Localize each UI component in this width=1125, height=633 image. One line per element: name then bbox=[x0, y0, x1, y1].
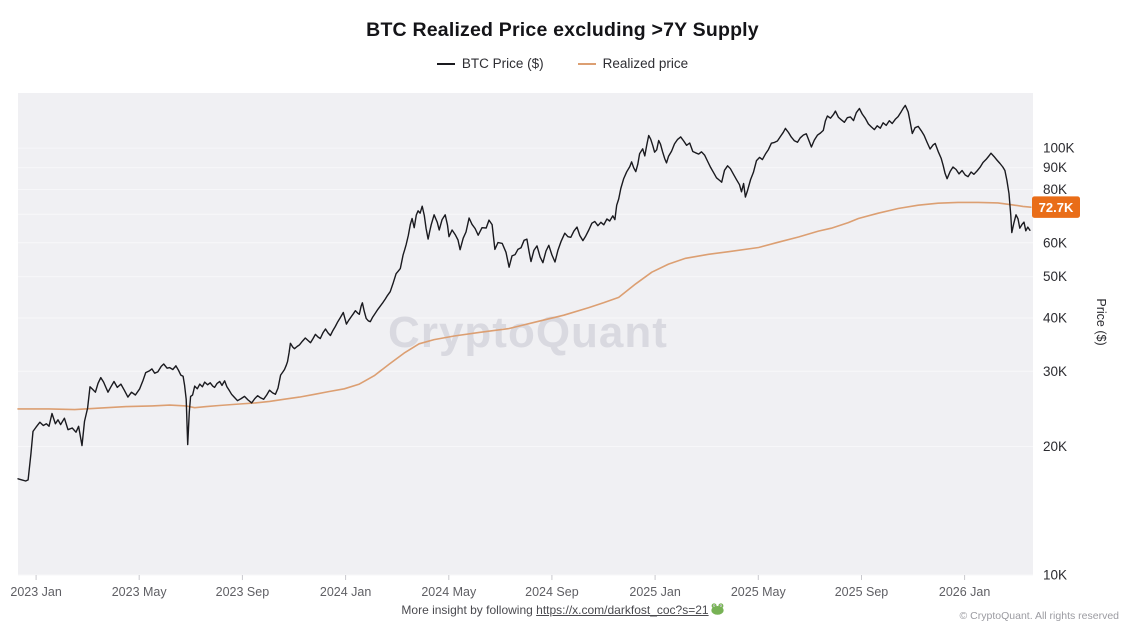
x-tick-label: 2024 Sep bbox=[525, 585, 579, 599]
y-tick-label: 90K bbox=[1043, 160, 1067, 175]
realized-line-swatch-icon bbox=[577, 62, 596, 65]
chart-panel bbox=[18, 93, 1033, 575]
y-tick-label: 10K bbox=[1043, 568, 1067, 583]
y-tick-label: 60K bbox=[1043, 235, 1067, 250]
btc-price-line bbox=[17, 104, 1031, 482]
y-tick-label: 20K bbox=[1043, 439, 1067, 454]
y-tick-label: 80K bbox=[1043, 182, 1067, 197]
x-tick-label: 2026 Jan bbox=[939, 585, 990, 599]
x-tick-label: 2023 Sep bbox=[216, 585, 270, 599]
x-tick-label: 2025 Jan bbox=[629, 585, 680, 599]
y-tick-label: 100K bbox=[1043, 141, 1075, 156]
footer-text: More insight by following bbox=[401, 603, 537, 617]
btc-line-swatch-icon bbox=[436, 62, 455, 65]
legend: BTC Price ($) Realized price bbox=[0, 56, 1125, 71]
copyright-text: © CryptoQuant. All rights reserved bbox=[959, 610, 1119, 622]
y-tick-label: 40K bbox=[1043, 311, 1067, 326]
legend-label-btc-price: BTC Price ($) bbox=[461, 56, 544, 71]
x-tick-label: 2023 May bbox=[112, 585, 168, 599]
frog-emoji-icon bbox=[710, 603, 724, 618]
y-tick-label: 30K bbox=[1043, 364, 1067, 379]
footer-link[interactable]: https://x.com/darkfost_coc?s=21 bbox=[536, 603, 709, 617]
y-tick-label: 50K bbox=[1043, 269, 1067, 284]
x-tick-label: 2024 Jan bbox=[320, 585, 371, 599]
realized-price-line bbox=[17, 201, 1032, 411]
x-tick-label: 2025 Sep bbox=[835, 585, 889, 599]
legend-item-btc-price: BTC Price ($) bbox=[436, 56, 544, 71]
legend-item-realized-price: Realized price bbox=[577, 56, 689, 71]
page-title: BTC Realized Price excluding >7Y Supply bbox=[366, 19, 759, 41]
latest-value-badge-label: 72.7K bbox=[1039, 200, 1074, 215]
x-tick-label: 2024 May bbox=[421, 585, 477, 599]
x-tick-label: 2023 Jan bbox=[10, 585, 61, 599]
legend-label-realized-price: Realized price bbox=[602, 56, 689, 71]
watermark-text: CryptoQuant bbox=[388, 308, 668, 357]
footer-note: More insight by following https://x.com/… bbox=[0, 603, 1125, 618]
latest-value-badge bbox=[1032, 196, 1080, 218]
x-tick-label: 2025 May bbox=[731, 585, 787, 599]
y-axis-title: Price ($) bbox=[1094, 298, 1108, 345]
